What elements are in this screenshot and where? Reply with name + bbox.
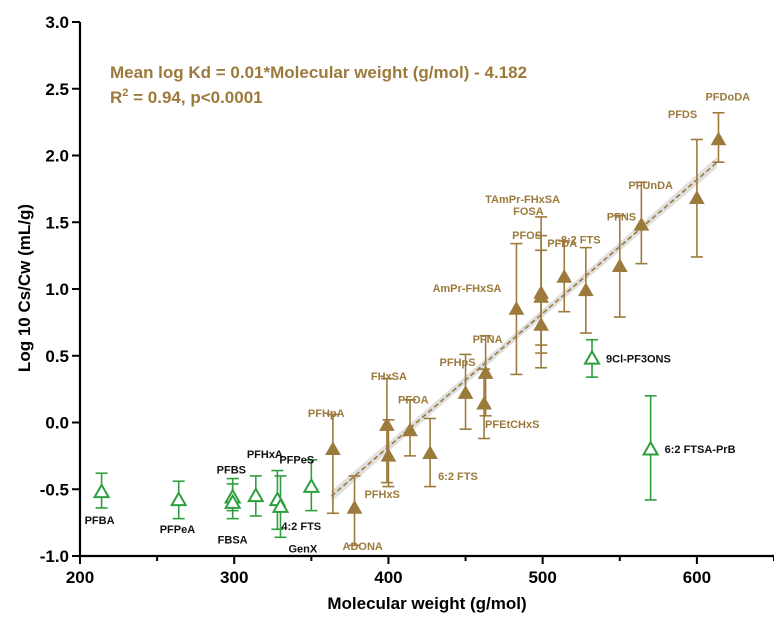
point-label: FHxSA [371,371,407,383]
x-tick-label: 300 [220,568,248,587]
y-tick-label: 1.5 [45,213,69,232]
r2-statistics: = 0.94, p<0.0001 [128,88,262,107]
equation-annotation: Mean log Kd = 0.01*Molecular weight (g/m… [110,63,527,82]
point-label: PFOS [512,230,542,242]
filled-triangle-point [689,190,705,204]
open-triangle-point [302,477,321,493]
point-label: PFDS [668,109,697,121]
x-tick-label: 400 [374,568,402,587]
open-triangle-point [223,493,242,509]
filled-triangle-point [508,301,525,315]
x-tick-label: 200 [66,568,94,587]
filled-triangle-point [380,447,397,462]
point-label: 6:2 FTS [438,471,478,483]
filled-triangle-point [476,395,492,410]
point-label: 8:2 FTS [561,234,601,246]
y-axis-title: Log 10 Cs/Cw (mL/g) [15,204,34,372]
filled-triangle-point [633,216,650,231]
filled-triangle-point [556,268,573,283]
point-label: PFOA [398,395,429,407]
point-label: PFBS [217,464,246,476]
x-tick-label: 500 [528,568,556,587]
r2-superscript: 2 [122,87,128,99]
open-triangle-point [583,349,601,365]
point-label: PFPeS [279,455,314,467]
point-label: 9Cl-PF3ONS [606,353,671,365]
point-label: PFEtCHxS [485,419,539,431]
filled-triangle-point [379,417,395,431]
y-tick-label: 0.0 [45,414,69,433]
filled-triangle-point [477,365,494,379]
point-label: FOSA [513,206,544,218]
r2-annotation: R2 = 0.94, p<0.0001 [110,87,263,107]
point-label: PFHpA [308,408,345,420]
filled-triangle-point [457,385,474,399]
filled-triangle-point [402,422,418,437]
point-label: PFHpS [440,357,476,369]
x-tick-label: 600 [683,568,711,587]
y-tick-label: 2.0 [45,147,69,166]
point-label: PFPeA [160,524,196,536]
point-label: PFHxA [247,449,283,461]
filled-triangle-point [710,131,727,146]
open-triangle-point [169,490,188,507]
point-label: ADONA [343,541,383,553]
filled-triangle-point [611,258,628,273]
point-label: PFNA [473,334,503,346]
y-tick-label: 3.0 [45,13,69,32]
filled-triangle-point [533,317,549,331]
point-label: 6:2 FTSA-PrB [665,444,736,456]
error-bars [95,111,725,547]
point-label: AmPr-FHxSA [432,283,501,295]
point-label: GenX [288,544,317,556]
regression-line [330,161,718,497]
filled-triangle-point [325,441,341,455]
data-markers [92,131,727,514]
y-tick-label: -1.0 [40,547,69,566]
y-tick-label: -0.5 [40,480,69,499]
point-label: PFDoDA [705,91,750,103]
point-label: FBSA [218,535,248,547]
point-label: 4:2 FTS [281,521,321,533]
filled-triangle-point [422,445,438,459]
open-triangle-point [92,482,111,499]
point-label: PFUnDA [628,180,673,192]
filled-triangle-point [533,284,549,299]
filled-triangle-point [577,282,594,297]
point-label: PFNS [607,211,636,223]
y-tick-label: 2.5 [45,80,69,99]
point-label: TAmPr-FHxSA [485,194,560,206]
y-tick-label: 1.0 [45,280,69,299]
open-triangle-point [271,497,290,513]
point-label: PFDA [547,238,577,250]
point-label: PFHxS [364,489,399,501]
open-triangle-point [247,486,265,503]
y-tick-label: 0.5 [45,347,69,366]
open-triangle-point [641,440,660,456]
filled-triangle-point [346,499,363,514]
point-labels: PFHpA ADONA FHxSA PFHxS PFOA 6:2 FTS PFHpS PFNA… [85,91,751,555]
axes: -1.0 -0.5 0.0 0.5 1.0 1.5 2.0 2.5 3.0 200 300 400 50… [40,13,774,587]
x-axis-title: Molecular weight (g/mol) [327,594,526,613]
r2-prefix: R [110,88,122,107]
point-label: PFBA [85,515,115,527]
